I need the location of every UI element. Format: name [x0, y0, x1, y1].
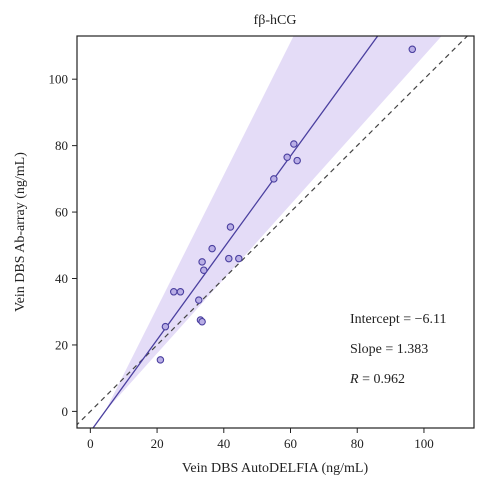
- x-tick-label: 100: [414, 436, 434, 451]
- data-point: [195, 296, 203, 304]
- data-point: [293, 156, 301, 165]
- x-tick-label: 0: [87, 436, 94, 451]
- data-point: [156, 356, 165, 364]
- data-point: [208, 244, 216, 253]
- y-tick-label: 80: [55, 138, 68, 153]
- y-tick-label: 0: [62, 404, 69, 419]
- x-axis: 0 20 40 60 80 100: [87, 428, 434, 451]
- data-point: [408, 45, 417, 54]
- slope-label: Slope = 1.383: [350, 342, 428, 357]
- data-point: [169, 288, 178, 296]
- y-axis-title: Vein DBS Ab-array (ng/mL): [13, 152, 28, 312]
- y-tick-label: 60: [55, 205, 68, 220]
- data-point: [200, 266, 208, 274]
- confidence-band: [105, 36, 442, 412]
- chart-title: fβ-hCG: [254, 13, 297, 28]
- y-tick-label: 20: [55, 337, 68, 352]
- data-point: [198, 317, 206, 326]
- x-tick-label: 20: [151, 436, 164, 451]
- points-layer: [156, 45, 417, 364]
- x-tick-label: 60: [284, 436, 297, 451]
- data-point: [235, 254, 243, 263]
- r-value: = 0.962: [359, 372, 405, 387]
- data-point: [161, 322, 170, 331]
- data-point: [198, 258, 206, 266]
- x-tick-label: 40: [217, 436, 230, 451]
- data-point: [290, 140, 298, 148]
- regression-line: [92, 36, 379, 428]
- x-tick-label: 80: [351, 436, 364, 451]
- plot-frame: [76, 35, 475, 429]
- intercept-label: Intercept = −6.11: [350, 312, 447, 327]
- lines-layer: [77, 36, 469, 428]
- r-label: R = 0.962: [349, 372, 405, 387]
- data-point: [283, 153, 291, 162]
- y-axis: 0 20 40 60 80 100: [49, 72, 77, 419]
- data-point: [225, 254, 233, 263]
- data-point: [226, 223, 235, 231]
- data-point: [176, 288, 185, 296]
- r-symbol: R: [349, 372, 359, 387]
- x-axis-title: Vein DBS AutoDELFIA (ng/mL): [182, 461, 369, 476]
- data-point: [270, 175, 278, 183]
- band-layer: [105, 36, 442, 412]
- y-tick-label: 100: [49, 72, 69, 87]
- identity-line: [77, 36, 469, 426]
- y-tick-label: 40: [55, 271, 68, 286]
